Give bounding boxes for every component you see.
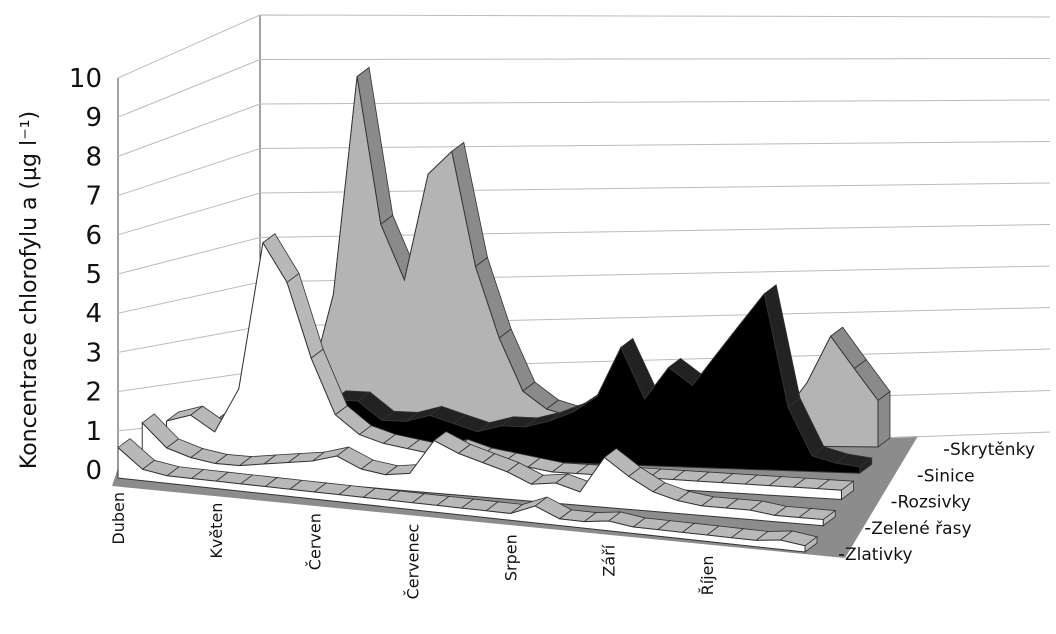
x-tick-label: Červen <box>305 513 324 570</box>
y-tick-label: 1 <box>85 417 102 447</box>
ribbon-end <box>877 390 891 448</box>
grid-line <box>117 99 1051 157</box>
legend-label: Zlativky <box>845 545 913 565</box>
legend-label: Rozsivky <box>898 493 971 513</box>
x-tick-label: Září <box>600 544 619 576</box>
x-tick-label: Říjen <box>698 555 717 595</box>
y-tick-label: 5 <box>85 260 102 290</box>
y-tick-label: 10 <box>69 64 102 94</box>
y-tick-label: 3 <box>85 338 102 368</box>
x-tick-label: Srpen <box>502 534 521 581</box>
x-tick-label: Květen <box>207 503 226 559</box>
y-tick-label: 6 <box>85 221 102 251</box>
y-tick-label: 2 <box>85 378 102 408</box>
x-tick-label: Duben <box>109 492 128 545</box>
grid-line <box>117 14 1051 79</box>
legend-label: Zelené řasy <box>871 519 971 539</box>
grid-line <box>117 224 1051 275</box>
y-tick-label: 7 <box>85 182 102 212</box>
y-axis-title: Koncentrace chlorofylu a (µg l⁻¹) <box>17 111 42 469</box>
grid-line <box>117 141 1051 197</box>
grid-line <box>117 58 1051 118</box>
y-tick-label: 8 <box>85 142 102 172</box>
series-area <box>141 421 824 527</box>
y-tick-label: 0 <box>85 456 102 486</box>
y-tick-label: 9 <box>85 103 102 133</box>
series-area <box>117 446 806 553</box>
y-tick-label: 4 <box>85 299 102 329</box>
grid-line <box>117 182 1051 236</box>
legend-label: Skrytěnky <box>950 440 1035 460</box>
x-tick-label: Červenec <box>403 524 422 600</box>
legend-label: Sinice <box>924 466 975 486</box>
